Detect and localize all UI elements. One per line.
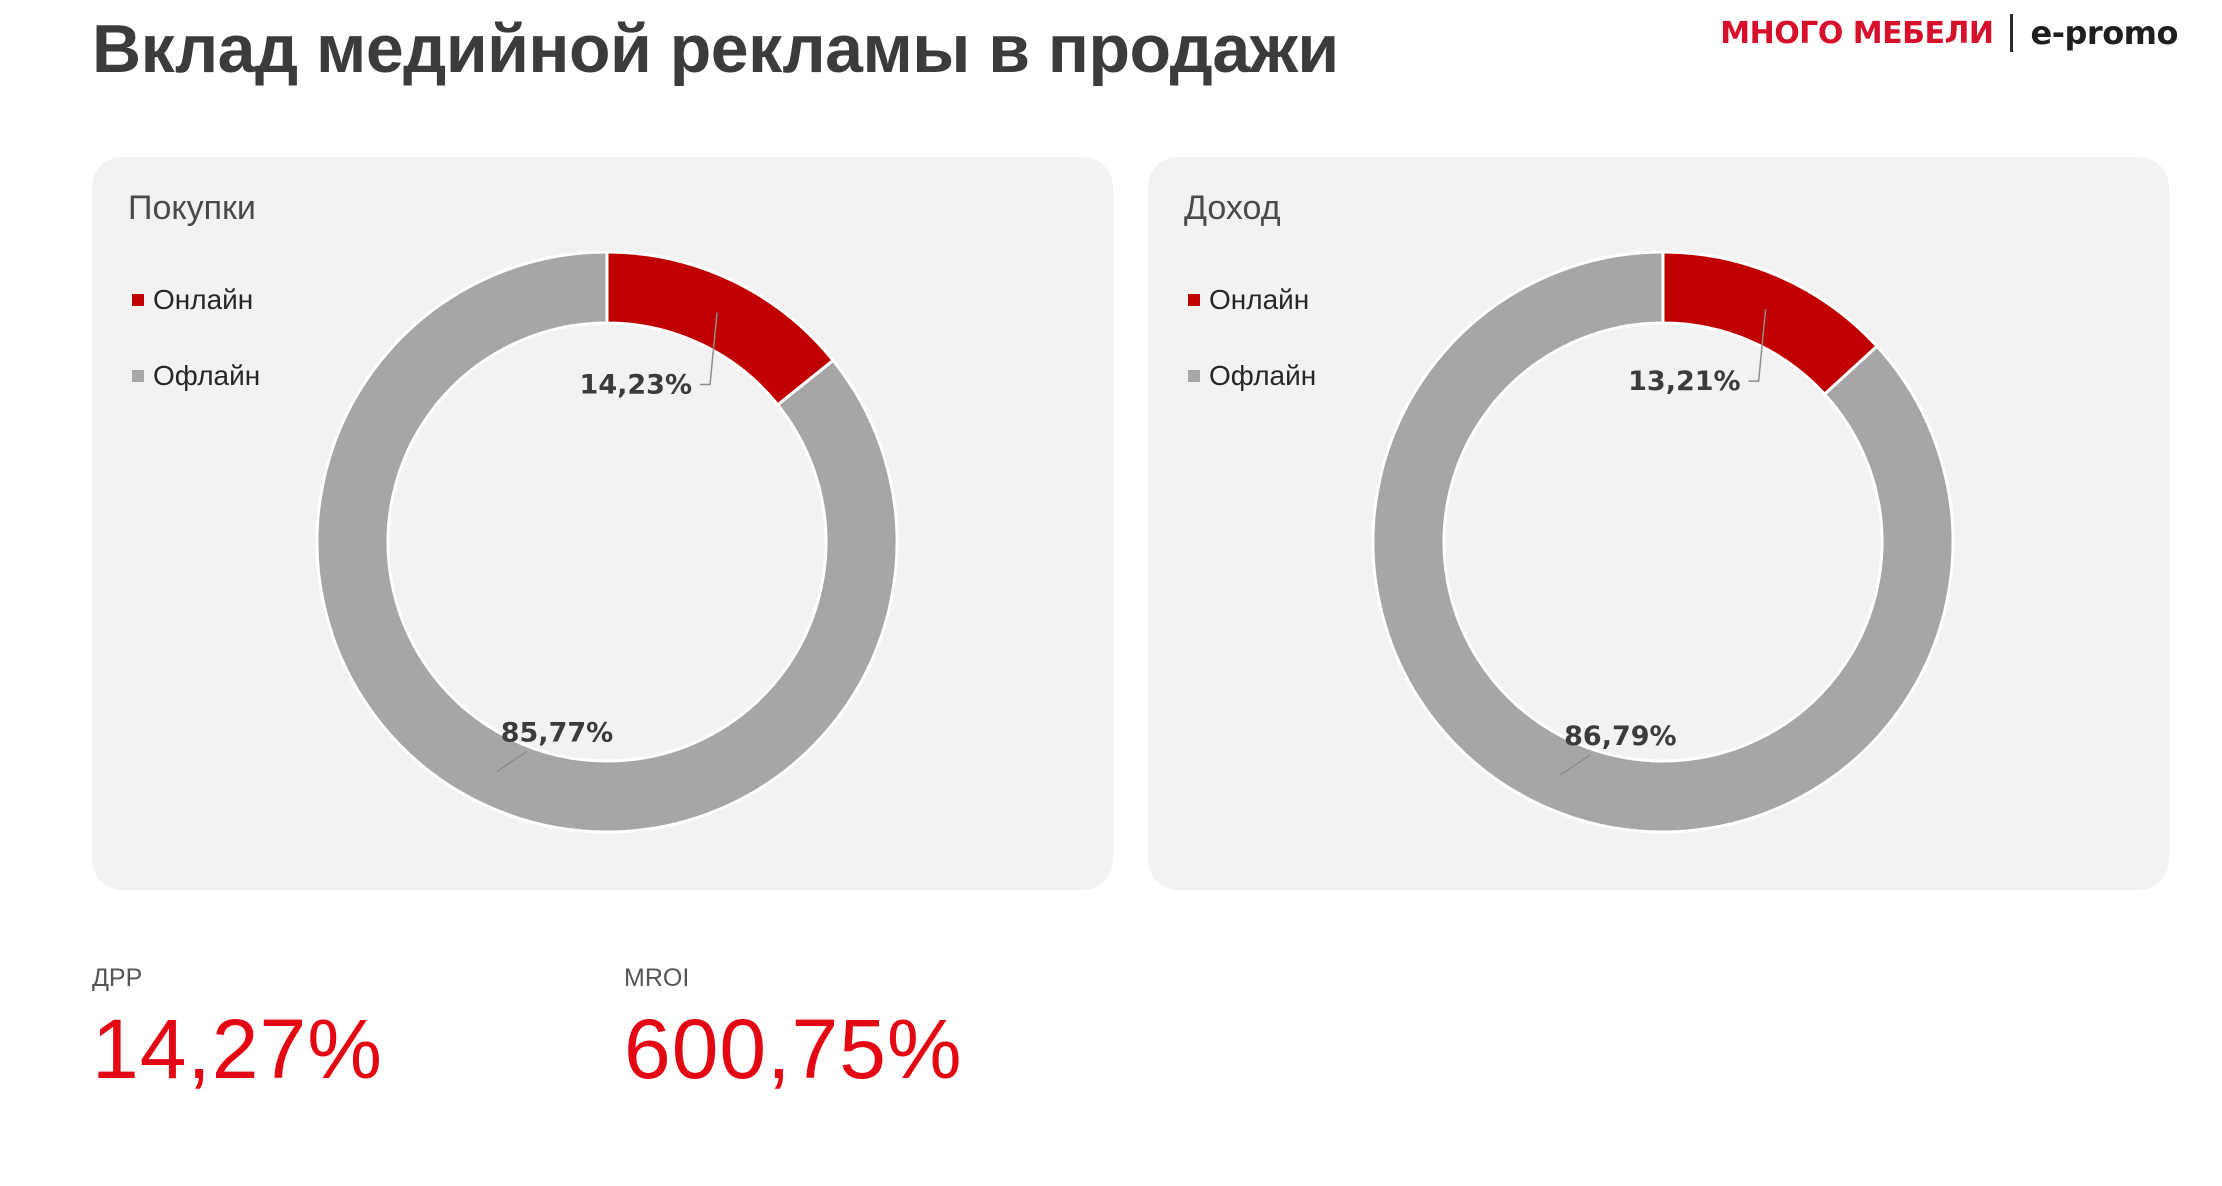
legend-item-offline: Офлайн [1188,359,1316,393]
legend-item-offline: Офлайн [132,359,260,393]
data-label-online: 14,23% [580,370,692,401]
page-title: Вклад медийной рекламы в продажи [92,11,1339,87]
purchases-donut-chart: 14,23% 85,77% [315,250,899,834]
legend-item-online: Онлайн [1188,283,1316,317]
legend-swatch-offline [1188,370,1200,382]
revenue-chart-panel: 13,21% 86,79% Доход Онлайн Офлайн [1148,157,2169,890]
leader-line-online [1748,309,1767,382]
partner-logo: e-promo [2030,14,2179,52]
leader-line-offline [1559,754,1591,776]
brand-logos: МНОГО МЕБЕЛИ e-promo [1720,14,2179,52]
legend-label-offline: Офлайн [1209,360,1317,391]
logo-divider [2009,14,2013,52]
donut-slice-offline [1371,250,1955,834]
drr-label: ДРР [92,964,143,992]
revenue-chart-title: Доход [1184,189,1281,227]
legend-item-online: Онлайн [132,283,260,317]
mroi-kpi: MROI 600,75% [624,964,963,1095]
legend-label-online: Онлайн [1209,284,1310,315]
brand-logo: МНОГО МЕБЕЛИ [1720,15,1994,51]
donut-slice-offline [315,250,899,834]
legend-label-online: Онлайн [153,284,254,315]
data-label-offline: 85,77% [501,717,613,748]
leader-line-online [700,312,718,386]
data-label-online: 13,21% [1628,366,1740,397]
purchases-chart-panel: 14,23% 85,77% Покупки Онлайн Офлайн [92,157,1113,890]
purchases-chart-title: Покупки [128,189,256,227]
mroi-label: MROI [624,964,690,992]
revenue-legend: Онлайн Офлайн [1188,283,1316,435]
purchases-legend: Онлайн Офлайн [132,283,260,435]
revenue-donut-chart: 13,21% 86,79% [1371,250,1955,834]
leader-line-offline [496,750,528,773]
legend-swatch-online [1188,294,1200,306]
data-label-offline: 86,79% [1564,721,1676,752]
legend-swatch-offline [132,370,144,382]
drr-kpi: ДРР 14,27% [92,964,383,1095]
legend-label-offline: Офлайн [153,360,261,391]
legend-swatch-online [132,294,144,306]
mroi-value: 600,75% [624,1002,963,1096]
drr-value: 14,27% [92,1002,383,1096]
